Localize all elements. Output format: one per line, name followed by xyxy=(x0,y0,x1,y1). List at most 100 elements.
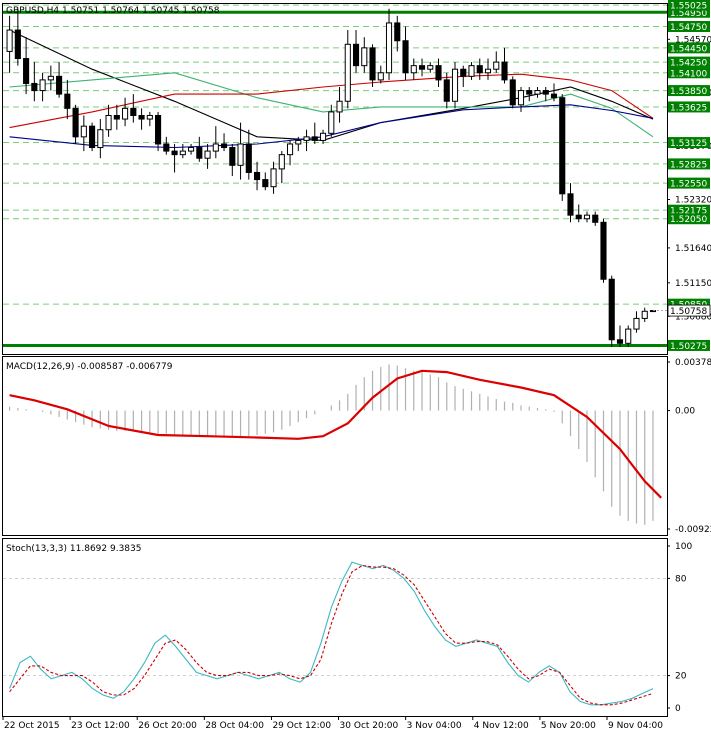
candle xyxy=(460,65,467,88)
candle xyxy=(319,129,327,144)
candle xyxy=(435,58,442,88)
candle-body xyxy=(270,168,277,188)
stoch-tick-label: 0 xyxy=(675,704,681,714)
stoch-tick-label: 20 xyxy=(675,672,687,682)
candle-body xyxy=(97,129,104,149)
price-level-label: 1.54250 xyxy=(670,59,707,69)
candle-body xyxy=(130,107,137,116)
candle-body xyxy=(567,193,574,216)
price-level-label: 1.52175 xyxy=(670,207,707,217)
candle xyxy=(427,62,434,73)
candle xyxy=(105,104,112,137)
candle xyxy=(575,204,582,223)
candle xyxy=(443,72,450,109)
candle-body xyxy=(600,221,607,280)
candle xyxy=(113,104,120,130)
pane-border-3 xyxy=(2,538,668,717)
price-level-box xyxy=(668,0,710,11)
price-level-box xyxy=(668,339,710,351)
candle xyxy=(517,87,525,112)
price-level-label: 1.52825 xyxy=(670,160,707,170)
candle-body xyxy=(592,214,599,223)
candle-body xyxy=(163,143,170,152)
price-level-box xyxy=(668,137,710,149)
stoch-tick-label: 100 xyxy=(675,542,692,552)
candle xyxy=(278,151,285,184)
candle xyxy=(451,62,459,109)
candle-body xyxy=(72,107,79,138)
candle-body xyxy=(484,68,492,74)
candle xyxy=(138,108,145,130)
candle-body xyxy=(31,82,38,92)
price-level-label: 1.52050 xyxy=(670,215,707,225)
candle xyxy=(410,58,417,80)
current-price-label: 1.50758 xyxy=(670,307,707,317)
price-level-box xyxy=(668,42,710,54)
price-level-label: 1.54450 xyxy=(670,44,707,54)
candle xyxy=(377,65,384,84)
candle-body xyxy=(14,29,21,60)
candle xyxy=(188,143,195,155)
candle xyxy=(550,83,558,102)
candle xyxy=(616,325,624,347)
price-level-box xyxy=(668,213,710,225)
price-level-box xyxy=(668,298,710,310)
candle-body xyxy=(385,22,393,74)
candle-body xyxy=(196,147,203,159)
candle-body xyxy=(113,114,120,120)
candle xyxy=(270,161,277,194)
candle xyxy=(336,87,343,123)
candle xyxy=(542,87,549,102)
pane-border-1 xyxy=(2,3,668,355)
candle xyxy=(468,62,475,80)
candle-body xyxy=(6,29,13,52)
candle xyxy=(352,30,360,73)
candle xyxy=(418,58,426,77)
candle xyxy=(146,111,153,127)
candle-body xyxy=(575,214,582,220)
candle xyxy=(534,87,541,98)
candle-body xyxy=(23,58,30,84)
candle xyxy=(344,30,351,109)
candle-body xyxy=(303,136,310,141)
candle xyxy=(385,8,393,80)
x-tick-label: 3 Nov 04:00 xyxy=(407,721,462,731)
price-level-label: 1.54950 xyxy=(670,9,707,19)
pane-border-2 xyxy=(2,356,668,536)
candle-body xyxy=(336,100,343,113)
candle xyxy=(559,94,566,201)
candle-body xyxy=(39,79,46,92)
candle xyxy=(171,143,178,173)
price-level-label: 1.50275 xyxy=(670,342,707,352)
macd-pane-title: MACD(12,26,9) -0.008587 -0.006779 xyxy=(6,362,173,372)
x-tick-label: 26 Oct 20:00 xyxy=(138,721,197,731)
x-tick-label: 22 Oct 2015 xyxy=(4,721,60,731)
candle-body xyxy=(410,65,417,74)
candle-body xyxy=(262,179,269,188)
price-level-box xyxy=(668,20,710,32)
candle xyxy=(509,76,516,109)
price-tick-label: 1.54570 xyxy=(675,35,711,45)
candle-body xyxy=(47,75,54,81)
candle-body xyxy=(550,93,558,99)
candle-body xyxy=(105,114,112,131)
price-tick-label: 1.51640 xyxy=(675,244,711,254)
candle xyxy=(23,37,30,95)
candle-body xyxy=(625,328,632,344)
candle xyxy=(567,183,574,223)
candle-body xyxy=(377,72,384,81)
price-pane-title: GBPUSD,H4 1.50751 1.50764 1.50745 1.5075… xyxy=(6,6,220,16)
candle-body xyxy=(245,143,252,173)
candle-body xyxy=(278,154,285,170)
candle xyxy=(262,172,269,191)
candle xyxy=(155,111,162,152)
price-level-box xyxy=(668,204,710,216)
macd-tick-label: 0.00 xyxy=(675,407,695,417)
candle xyxy=(600,218,607,283)
candle-body xyxy=(138,114,145,120)
candle-body xyxy=(212,143,219,152)
candle-body xyxy=(501,61,508,81)
candle-body xyxy=(542,90,549,95)
candle-body xyxy=(641,310,648,319)
